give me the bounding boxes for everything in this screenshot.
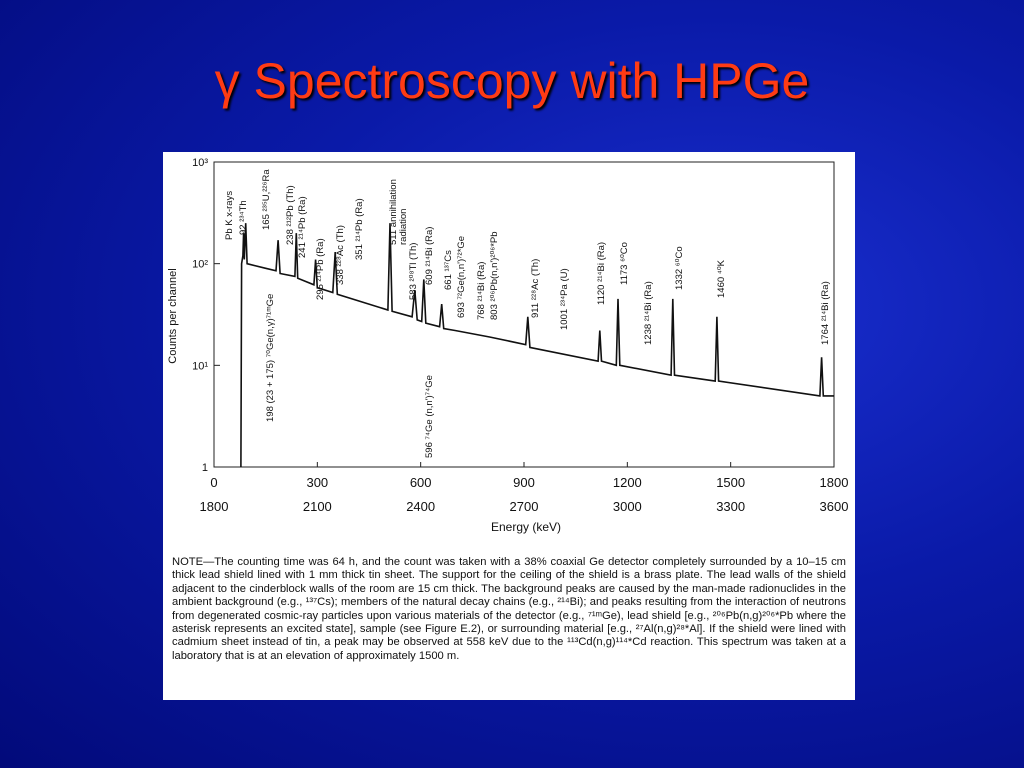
peak-annotation: 768 ²¹⁴Bi (Ra) xyxy=(476,262,487,320)
x-tick-label: 1200 xyxy=(613,475,642,490)
peak-annotation: 92 ²³⁴Th xyxy=(238,200,249,235)
x2-tick-label: 3000 xyxy=(613,499,642,514)
x2-tick-label: 3300 xyxy=(716,499,745,514)
spectrum-line xyxy=(240,223,834,468)
x2-tick-label: 2400 xyxy=(406,499,435,514)
peak-annotation: 241 ²¹⁴Pb (Ra) xyxy=(297,196,308,258)
peak-annotation: 583 ²⁰⁸Tl (Th) xyxy=(408,243,419,300)
x-tick-label: 600 xyxy=(410,475,432,490)
y-tick-label: 1 xyxy=(202,462,208,474)
x-tick-label: 0 xyxy=(210,475,217,490)
x2-tick-label: 2700 xyxy=(510,499,539,514)
peak-annotation: 803 ²⁰⁶Pb(n,n')²⁰⁶*Pb xyxy=(489,231,500,320)
x2-tick-label: 1800 xyxy=(200,499,229,514)
figure-note: NOTE—The counting time was 64 h, and the… xyxy=(172,556,846,662)
peak-annotation: 511 annihilation xyxy=(388,179,399,245)
peak-annotation: 1120 ²¹⁴Bi (Ra) xyxy=(596,242,607,305)
peak-annotation: 351 ²¹⁴Pb (Ra) xyxy=(354,198,365,260)
peak-annotation: radiation xyxy=(398,209,409,245)
peak-annotation: 1332 ⁶⁰Co xyxy=(674,246,685,290)
peak-annotation: 693 ⁷²Ge(n,n')⁷²*Ge xyxy=(456,236,467,318)
peak-annotation: 609 ²¹⁴Bi (Ra) xyxy=(424,227,435,285)
x-axis-label: Energy (keV) xyxy=(491,520,561,534)
peak-annotation: 238 ²¹²Pb (Th) xyxy=(285,185,296,245)
peak-annotation: 198 (23 + 175) ⁷⁰Ge(n,γ)⁷¹ᵐGe xyxy=(265,294,276,422)
x-tick-label: 1500 xyxy=(716,475,745,490)
peak-annotation: 165 ²³⁵U,²²⁶Ra xyxy=(261,169,272,230)
peak-annotation: 295 ²¹⁴Pb (Ra) xyxy=(315,238,326,300)
y-tick-label: 10¹ xyxy=(192,360,208,372)
peak-annotation: 338 ²²⁸Ac (Th) xyxy=(335,225,346,285)
x-tick-label: 900 xyxy=(513,475,535,490)
x2-tick-label: 3600 xyxy=(820,499,849,514)
peak-annotation: 661 ¹³⁷Cs xyxy=(443,250,454,290)
peak-annotation: 1001 ²³⁴Pa (U) xyxy=(559,268,570,330)
x-tick-label: 1800 xyxy=(820,475,849,490)
peak-annotation: 1173 ⁶⁰Co xyxy=(619,242,630,285)
peak-annotation: 596 ⁷⁴Ge (n,n')⁷⁴Ge xyxy=(424,375,435,458)
y-tick-label: 10³ xyxy=(192,157,208,169)
x-tick-label: 300 xyxy=(306,475,328,490)
peak-annotation: 1238 ²¹⁴Bi (Ra) xyxy=(643,281,654,345)
slide-title: γ Spectroscopy with HPGe xyxy=(214,53,810,109)
x2-tick-label: 2100 xyxy=(303,499,332,514)
peak-annotation: 1460 ⁴⁰K xyxy=(716,259,727,298)
y-tick-label: 10² xyxy=(192,259,208,271)
peak-annotation: 1764 ²¹⁴Bi (Ra) xyxy=(820,281,831,345)
peak-annotation: Pb K x-rays xyxy=(224,191,235,240)
y-axis-label: Counts per channel xyxy=(167,268,179,363)
peak-annotation: 911 ²²⁸Ac (Th) xyxy=(530,259,541,318)
